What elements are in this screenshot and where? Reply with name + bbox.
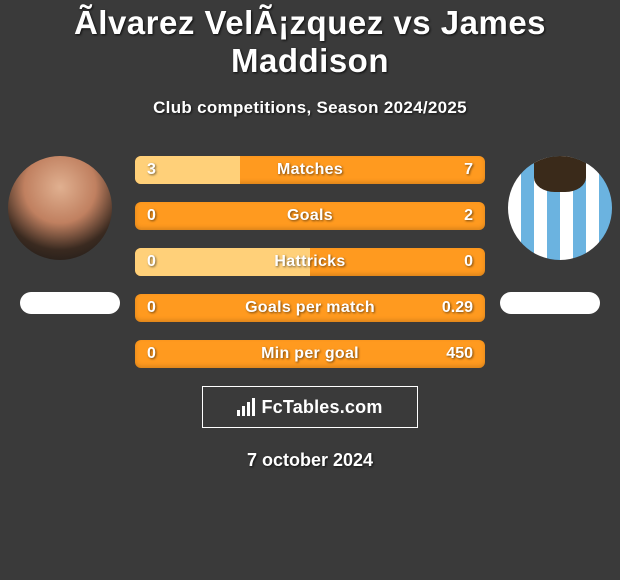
stat-row: 0 Hattricks 0 bbox=[135, 248, 485, 276]
stat-left-value: 0 bbox=[147, 253, 156, 271]
player-left-avatar bbox=[8, 156, 112, 260]
root: Ãlvarez VelÃ¡zquez vs James Maddison Clu… bbox=[0, 0, 620, 471]
stat-row: 0 Goals 2 bbox=[135, 202, 485, 230]
stat-left-value: 0 bbox=[147, 345, 156, 363]
brand-name: FcTables.com bbox=[261, 397, 382, 418]
subtitle: Club competitions, Season 2024/2025 bbox=[0, 98, 620, 118]
stat-label: Min per goal bbox=[261, 345, 359, 363]
stats-bars: 3 Matches 7 0 Goals 2 0 Hattricks 0 0 Go… bbox=[135, 156, 485, 368]
stat-row: 3 Matches 7 bbox=[135, 156, 485, 184]
stat-label: Matches bbox=[277, 161, 343, 179]
stat-left-value: 3 bbox=[147, 161, 156, 179]
stat-label: Goals bbox=[287, 207, 333, 225]
stat-row: 0 Min per goal 450 bbox=[135, 340, 485, 368]
brand-box: FcTables.com bbox=[202, 386, 418, 428]
stat-label: Hattricks bbox=[274, 253, 345, 271]
stat-label: Goals per match bbox=[245, 299, 375, 317]
bar-chart-icon bbox=[237, 398, 255, 416]
stat-left-value: 0 bbox=[147, 299, 156, 317]
stat-right-value: 2 bbox=[464, 207, 473, 225]
stat-left-value: 0 bbox=[147, 207, 156, 225]
footer-date: 7 october 2024 bbox=[0, 450, 620, 471]
stat-right-value: 0 bbox=[464, 253, 473, 271]
player-left-badge bbox=[20, 292, 120, 314]
player-right-avatar bbox=[508, 156, 612, 260]
page-title: Ãlvarez VelÃ¡zquez vs James Maddison bbox=[0, 4, 620, 80]
stat-right-value: 450 bbox=[446, 345, 473, 363]
stat-right-value: 7 bbox=[464, 161, 473, 179]
content: 3 Matches 7 0 Goals 2 0 Hattricks 0 0 Go… bbox=[0, 156, 620, 471]
player-right-badge bbox=[500, 292, 600, 314]
stat-row: 0 Goals per match 0.29 bbox=[135, 294, 485, 322]
stat-right-value: 0.29 bbox=[442, 299, 473, 317]
